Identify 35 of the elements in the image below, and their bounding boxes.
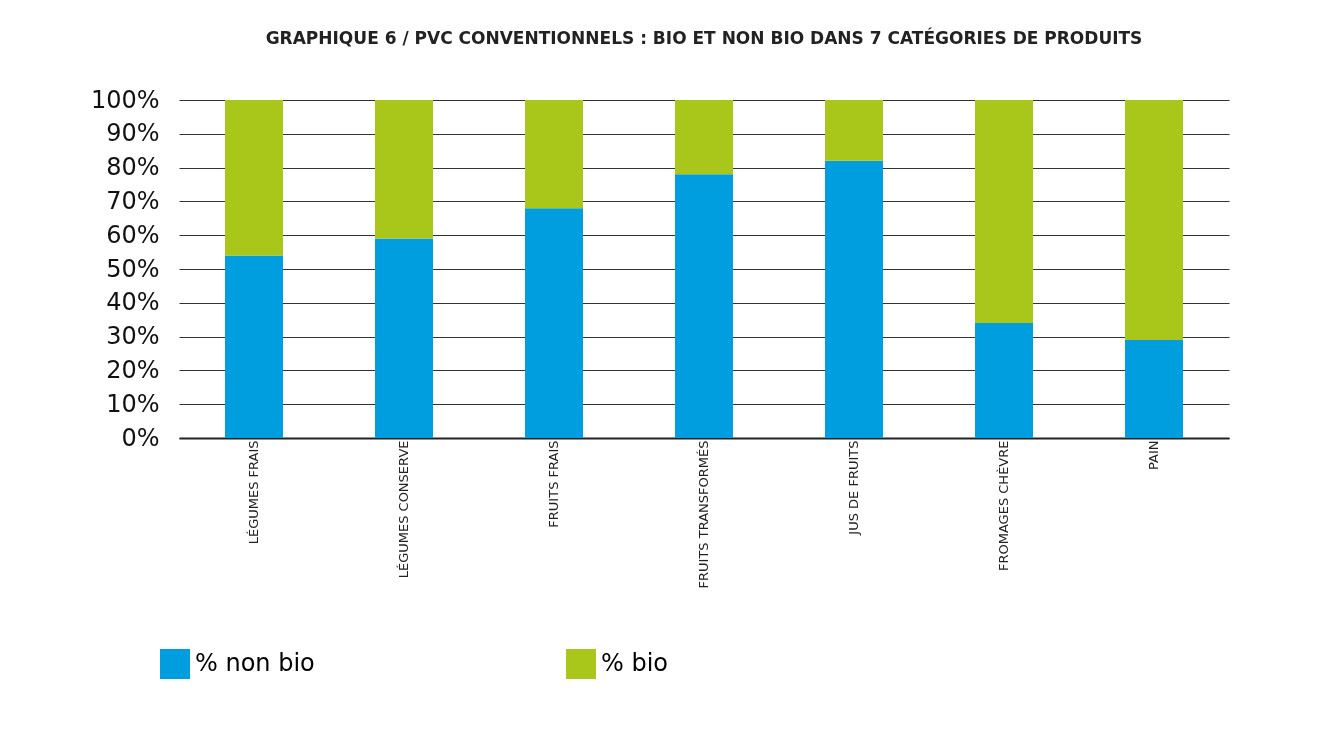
bar — [1125, 100, 1183, 340]
x-tick-label: JUS DE FRUITS — [846, 440, 861, 536]
x-tick-label: LÉGUMES CONSERVE — [396, 440, 411, 579]
bar — [1125, 339, 1183, 438]
bar — [375, 100, 433, 239]
y-tick-label: 100% — [90, 85, 160, 114]
bar — [525, 208, 583, 438]
bar — [225, 255, 283, 438]
bar — [975, 323, 1033, 438]
y-tick-label: 0% — [121, 423, 160, 452]
chart-title: GRAPHIQUE 6 / PVC CONVENTIONNELS : BIO ET NON BIO DANS 7 CATÉGORIES DE PRODUITS — [265, 27, 1143, 48]
y-tick-label: 90% — [106, 119, 160, 148]
x-tick-label: FROMAGES CHÈVRE — [996, 440, 1011, 572]
y-tick-label: 60% — [106, 220, 160, 249]
bar — [225, 100, 283, 256]
x-tick-label: FRUITS TRANSFORMÉS — [696, 440, 711, 589]
x-tick-label: FRUITS FRAIS — [546, 440, 561, 528]
y-tick-label: 10% — [106, 389, 160, 418]
bar — [975, 100, 1033, 324]
bar — [375, 238, 433, 438]
bar — [675, 174, 733, 438]
bar — [525, 100, 583, 209]
y-tick-label: 30% — [106, 322, 160, 351]
x-tick-label: LÉGUMES FRAIS — [246, 440, 261, 545]
y-tick-label: 70% — [106, 186, 160, 215]
bar — [825, 160, 883, 438]
bar — [675, 100, 733, 175]
y-tick-label: 80% — [106, 153, 160, 182]
legend-label: % bio — [601, 649, 669, 677]
y-tick-label: 20% — [106, 355, 160, 384]
y-tick-label: 50% — [106, 254, 160, 283]
legend-label: % non bio — [195, 649, 315, 677]
y-tick-label: 40% — [106, 288, 160, 317]
bar — [825, 100, 883, 161]
x-tick-label: PAIN — [1146, 440, 1161, 470]
